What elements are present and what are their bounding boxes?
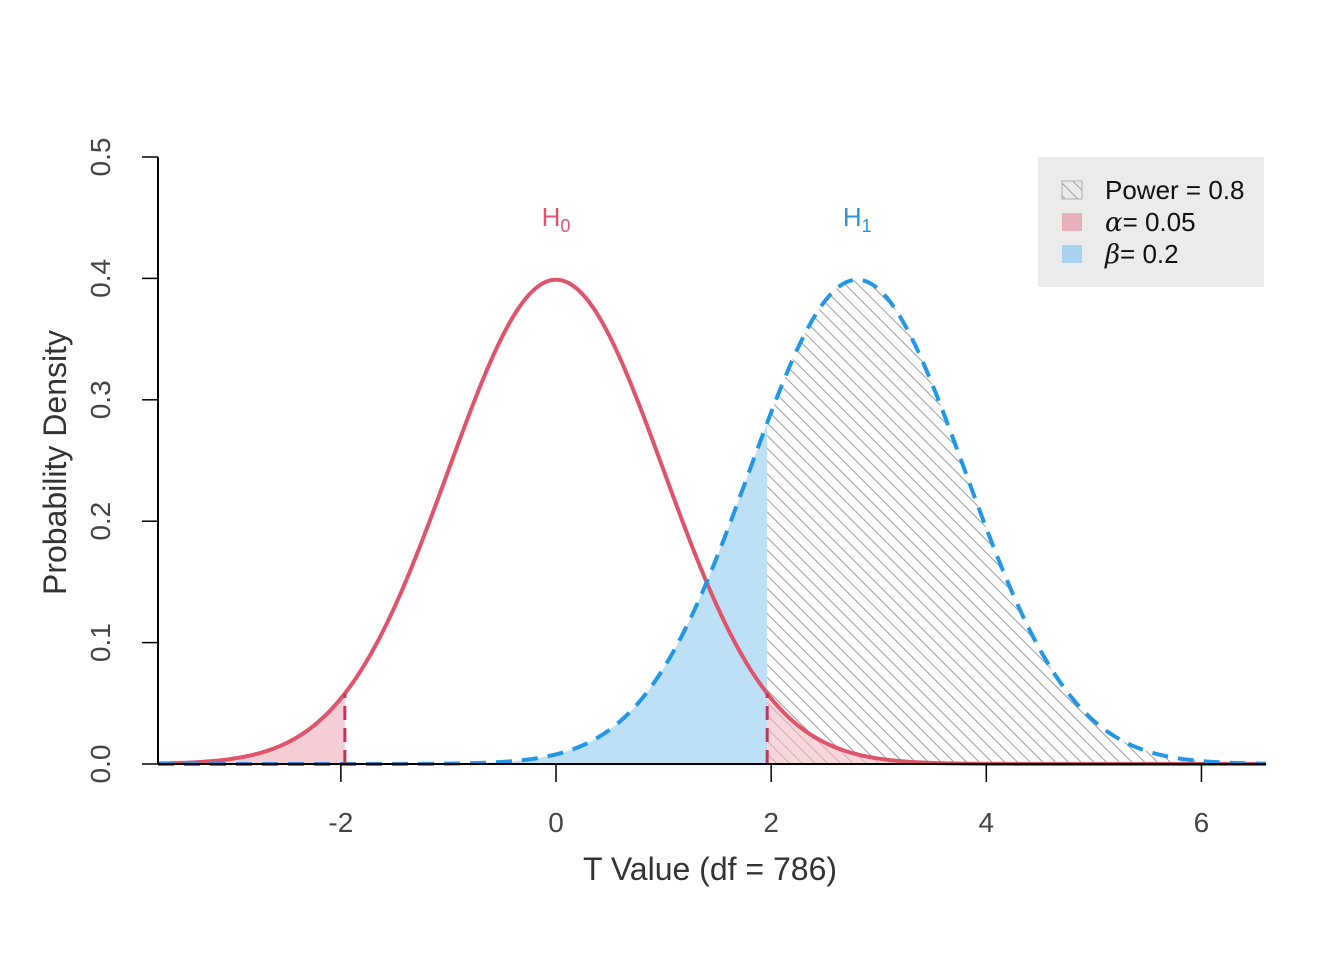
- x-tick-label: 0: [548, 807, 564, 838]
- curve-label-subscript: 0: [560, 216, 570, 236]
- legend-symbol: α: [1105, 208, 1123, 238]
- alpha-region-lower: [158, 693, 345, 764]
- axes: -2 0 2 4 6 0.0 0.1 0.2 0.3 0.4 0.5 T Value (df = …: [37, 138, 1266, 887]
- y-tick-label: 0.1: [85, 623, 116, 662]
- critical-value-lines: [343, 693, 769, 764]
- h1-label: H1: [843, 202, 872, 236]
- legend-text: = 0.05: [1123, 207, 1196, 237]
- x-tick-label: -2: [328, 807, 353, 838]
- curve-label-subscript: 1: [862, 216, 872, 236]
- power-region: [767, 279, 1266, 764]
- x-tick-label: 6: [1194, 807, 1210, 838]
- legend-swatch-alpha: [1062, 213, 1082, 231]
- curve-labels: H0 H1: [542, 202, 872, 236]
- curve-label-main: H: [542, 202, 561, 232]
- legend-swatch-power: [1061, 180, 1083, 200]
- y-tick-label: 0.2: [85, 502, 116, 541]
- legend: Power = 0.8α= 0.05β= 0.2: [1038, 157, 1264, 287]
- x-tick-label: 4: [979, 807, 995, 838]
- legend-label-alpha: α= 0.05: [1105, 207, 1196, 238]
- legend-symbol: β: [1104, 240, 1120, 270]
- h0-label: H0: [542, 202, 571, 236]
- beta-region: [158, 422, 768, 764]
- x-tick-label: 2: [763, 807, 779, 838]
- legend-label-power: Power = 0.8: [1105, 175, 1244, 205]
- legend-label-beta: β= 0.2: [1104, 239, 1179, 270]
- legend-swatch-beta: [1062, 245, 1082, 263]
- alpha-region-upper: [767, 693, 1266, 764]
- y-tick-label: 0.3: [85, 380, 116, 419]
- x-axis-ticks: -2 0 2 4 6: [328, 764, 1209, 838]
- curve-label-main: H: [843, 202, 862, 232]
- y-tick-label: 0.0: [85, 745, 116, 784]
- legend-text: Power = 0.8: [1105, 175, 1244, 205]
- shaded-regions: [158, 279, 1266, 764]
- y-axis-title: Probability Density: [37, 330, 73, 595]
- y-tick-label: 0.5: [85, 138, 116, 177]
- legend-text: = 0.2: [1120, 239, 1179, 269]
- y-tick-label: 0.4: [85, 259, 116, 298]
- x-axis-title: T Value (df = 786): [583, 851, 837, 887]
- y-axis-ticks: 0.0 0.1 0.2 0.3 0.4 0.5: [85, 138, 158, 784]
